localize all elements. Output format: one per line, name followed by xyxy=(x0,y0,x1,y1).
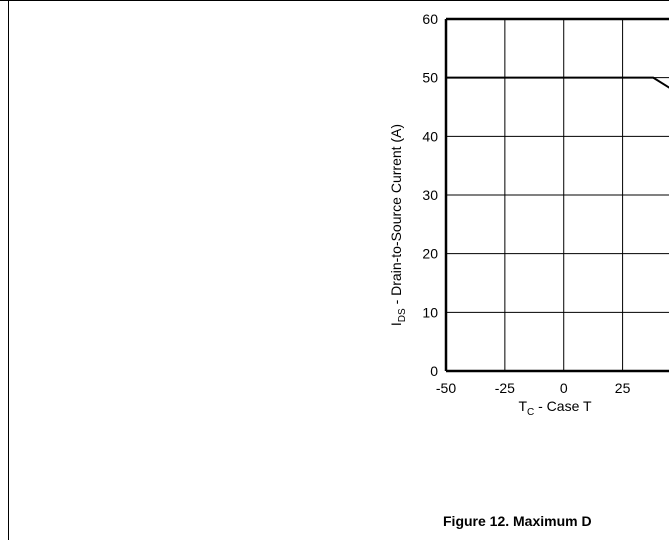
x-tick-label: 25 xyxy=(615,380,631,396)
y-tick-label: 60 xyxy=(422,11,438,27)
y-tick-label: 10 xyxy=(422,304,438,320)
x-tick-label: 0 xyxy=(560,380,568,396)
y-tick-label: 50 xyxy=(422,70,438,86)
x-tick-label: -50 xyxy=(436,380,456,396)
chart-series xyxy=(446,76,669,89)
figure-caption: Figure 12. Maximum D xyxy=(443,513,592,529)
y-tick-label: 40 xyxy=(422,128,438,144)
chart-grid xyxy=(446,19,669,371)
current-derating-line xyxy=(446,76,669,89)
x-axis-label: TC - Case T xyxy=(518,398,592,418)
y-tick-label: 30 xyxy=(422,187,438,203)
y-tick-label: 0 xyxy=(430,363,438,379)
y-axis-label: IDS - Drain-to-Source Current (A) xyxy=(388,124,408,326)
x-tick-label: -25 xyxy=(495,380,515,396)
y-tick-label: 20 xyxy=(422,246,438,262)
